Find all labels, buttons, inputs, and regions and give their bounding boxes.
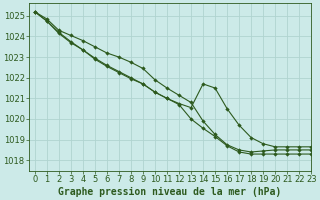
X-axis label: Graphe pression niveau de la mer (hPa): Graphe pression niveau de la mer (hPa) bbox=[58, 186, 282, 197]
